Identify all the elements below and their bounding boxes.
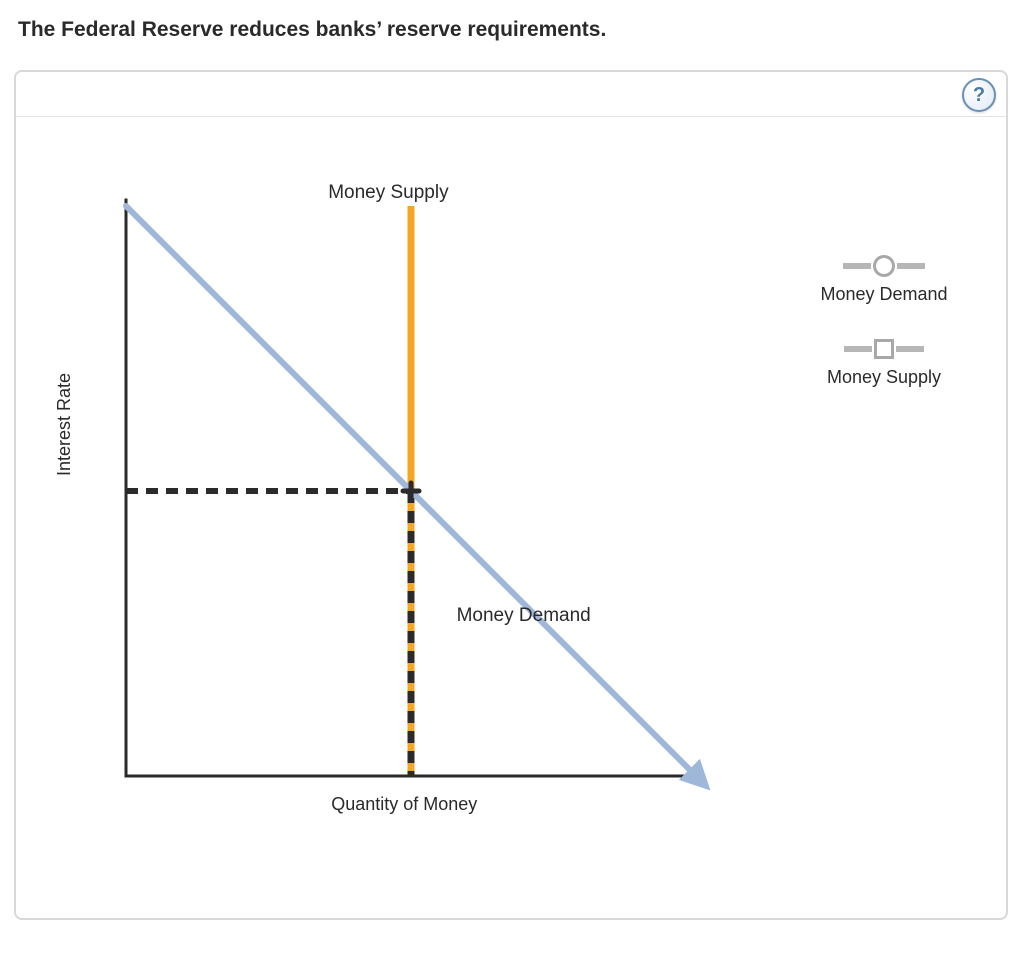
question-prompt: The Federal Reserve reduces banks’ reser… bbox=[14, 18, 1010, 70]
square-marker-icon bbox=[874, 339, 894, 359]
money-demand-label: Money Demand bbox=[457, 605, 591, 627]
legend-handle-circle bbox=[843, 256, 925, 276]
money-market-chart[interactable] bbox=[16, 116, 1010, 922]
money-supply-label: Money Supply bbox=[328, 182, 448, 204]
legend-label-money-supply: Money Supply bbox=[794, 367, 974, 388]
page-root: The Federal Reserve reduces banks’ reser… bbox=[0, 0, 1024, 957]
legend: Money Demand Money Supply bbox=[794, 256, 974, 422]
legend-handle-square bbox=[844, 339, 924, 359]
help-icon[interactable]: ? bbox=[962, 78, 996, 112]
x-axis-label: Quantity of Money bbox=[331, 794, 477, 815]
graph-panel: ? Interest Rate Money Supply Money Deman… bbox=[14, 70, 1008, 920]
legend-item-money-demand[interactable]: Money Demand bbox=[794, 256, 974, 305]
y-axis-label: Interest Rate bbox=[54, 373, 75, 476]
circle-marker-icon bbox=[873, 255, 895, 277]
panel-header: ? bbox=[16, 72, 1006, 117]
legend-item-money-supply[interactable]: Money Supply bbox=[794, 339, 974, 388]
legend-label-money-demand: Money Demand bbox=[794, 284, 974, 305]
chart-area: Interest Rate Money Supply Money Demand … bbox=[16, 116, 1006, 918]
